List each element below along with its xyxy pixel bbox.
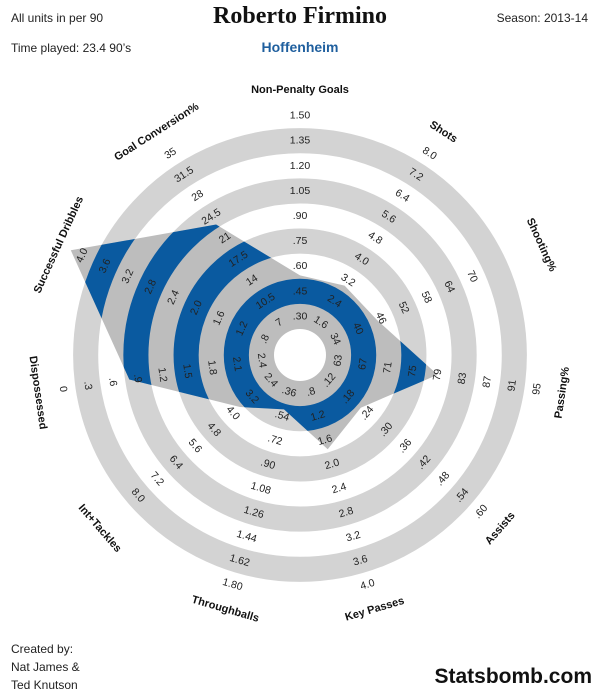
tick-label: 3.2: [345, 529, 363, 545]
tick-label: 5.6: [186, 437, 205, 456]
ring-band: [73, 128, 527, 582]
tick-label: 28: [190, 188, 206, 204]
credits-author-2: Ted Knutson: [11, 678, 78, 692]
tick-label: .30: [293, 310, 308, 322]
tick-label: 3.6: [97, 257, 114, 275]
axis-label: Successful Dribbles: [32, 195, 87, 296]
tick-label: 1.5: [180, 363, 194, 379]
tick-label: .36: [396, 436, 415, 455]
tick-label: 1.2: [155, 367, 169, 383]
tick-label: 1.50: [290, 110, 311, 122]
axis-label: Shots: [427, 119, 459, 146]
tick-label: 14: [244, 272, 260, 288]
tick-label: 52: [396, 300, 412, 316]
axis-label: Key Passes: [344, 595, 406, 624]
tick-label: 71: [381, 361, 395, 374]
units-note: All units in per 90: [11, 11, 104, 25]
highlight-band: [223, 278, 377, 432]
tick-label: 3.6: [352, 553, 370, 569]
tick-label: 1.2: [309, 408, 327, 424]
team-name: Hoffenheim: [261, 39, 339, 55]
player-name: Roberto Firmino: [213, 3, 387, 29]
credits-heading: Created by:: [11, 642, 74, 656]
tick-label: 1.08: [249, 480, 272, 497]
tick-label: .60: [293, 260, 308, 272]
tick-label: 2.4: [165, 288, 182, 306]
tick-label: .45: [293, 285, 308, 297]
tick-label: 1.44: [235, 528, 258, 545]
tick-label: 70: [464, 269, 480, 285]
axis-label: Passing%: [553, 366, 572, 419]
tick-label: 4.0: [74, 246, 91, 264]
tick-label: 1.62: [228, 552, 251, 569]
tick-label: 2.8: [142, 278, 159, 296]
tick-label: .3: [81, 380, 94, 391]
highlight-band: [123, 224, 438, 450]
tick-label: 1.26: [242, 504, 265, 521]
tick-label: .75: [293, 235, 308, 247]
axis-label: Assists: [483, 510, 518, 547]
season-label: Season: 2013-14: [496, 11, 588, 25]
tick-label: 7: [273, 316, 285, 329]
tick-label: .60: [472, 502, 491, 521]
tick-label: 40: [350, 321, 366, 337]
tick-label: 79: [431, 368, 445, 381]
tick-label: .72: [266, 432, 284, 448]
time-played: Time played: 23.4 90’s: [11, 41, 132, 55]
tick-label: 2.4: [255, 352, 269, 368]
tick-label: 46: [373, 310, 389, 326]
tick-label: 6.4: [393, 187, 412, 205]
tick-label: 63: [331, 354, 345, 367]
tick-label: .90: [293, 210, 308, 222]
axis-label: Shooting%: [524, 216, 559, 273]
axis-label: Throughballs: [190, 594, 260, 625]
tick-label: 34: [327, 331, 343, 347]
credits: Created by: Nat James & Ted Knutson: [11, 640, 80, 694]
tick-label: 0: [57, 385, 70, 393]
tick-label: 2.4: [330, 481, 348, 497]
tick-label: 75: [406, 364, 420, 377]
tick-label: 2.0: [188, 298, 205, 316]
tick-label: 58: [419, 289, 435, 305]
tick-label: 1.2: [234, 319, 251, 337]
tick-label: 91: [505, 379, 519, 392]
tick-label: 64: [441, 279, 457, 295]
tick-label: 87: [481, 375, 495, 388]
tick-label: 67: [356, 357, 370, 370]
tick-label: 4.8: [366, 229, 385, 247]
axis-label: Goal Conversion%: [112, 101, 201, 164]
tick-label: 4.0: [359, 577, 377, 593]
tick-label: 2.1: [230, 356, 244, 372]
tick-label: 2.8: [337, 505, 355, 521]
tick-label: 21: [217, 230, 233, 246]
tick-label: 1.8: [205, 360, 219, 376]
tick-label: 2.0: [323, 456, 341, 472]
credits-author-1: Nat James &: [11, 660, 80, 674]
axis-label: Dispossessed: [26, 355, 48, 430]
tick-label: 8.0: [420, 145, 439, 163]
tick-label: 1.05: [290, 185, 311, 197]
tick-label: 1.35: [290, 135, 311, 147]
tick-label: 1.80: [221, 576, 244, 593]
axis-label: Non-Penalty Goals: [251, 84, 349, 96]
tick-label: 35: [162, 145, 178, 161]
tick-label: .90: [259, 456, 277, 472]
brand-logo-text: Statsbomb.com: [434, 665, 592, 688]
axis-label: Int+Tackles: [76, 502, 124, 555]
tick-label: 95: [530, 382, 544, 395]
center-hole: [274, 329, 326, 381]
tick-label: 1.6: [316, 432, 334, 448]
tick-label: .9: [131, 373, 144, 384]
tick-label: .48: [434, 469, 453, 488]
tick-label: .6: [106, 377, 119, 388]
tick-label: 1.6: [211, 309, 228, 327]
tick-label: .8: [305, 385, 317, 399]
tick-label: .36: [280, 384, 298, 400]
tick-label: 83: [456, 372, 470, 385]
tick-label: 3.2: [119, 267, 136, 285]
tick-label: .54: [273, 408, 291, 424]
tick-label: 1.20: [290, 160, 311, 172]
tick-label: 7.2: [148, 469, 167, 488]
